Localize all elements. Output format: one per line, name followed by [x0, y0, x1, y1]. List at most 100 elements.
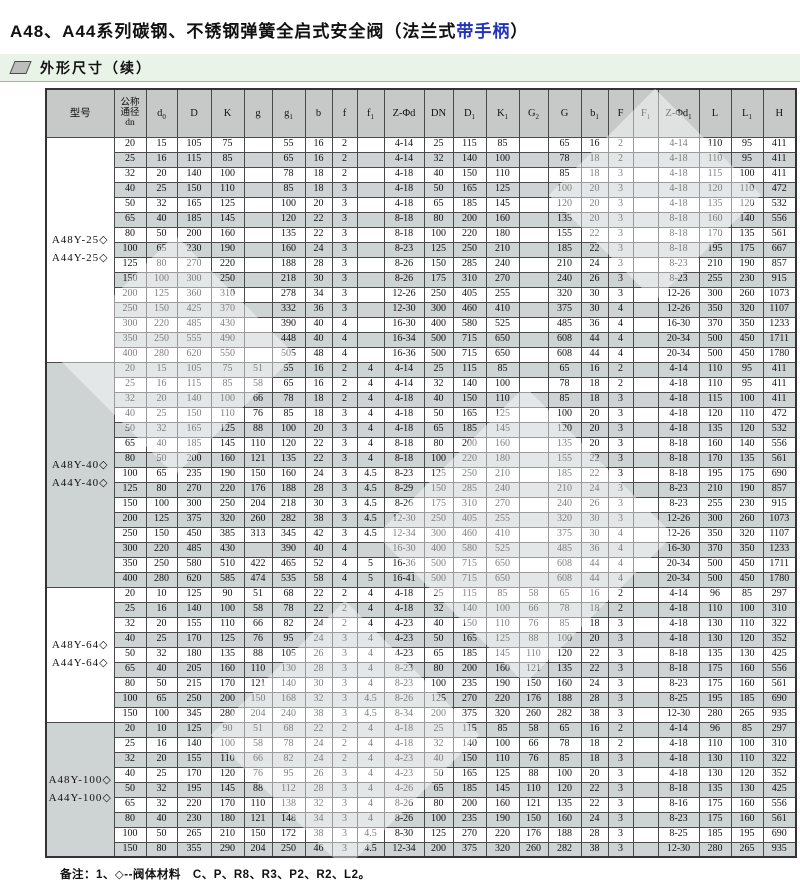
table-cell: 8-25: [657, 826, 700, 843]
column-header: H: [762, 88, 797, 138]
table-cell: 4: [331, 316, 358, 333]
table-cell: 4-26: [383, 781, 425, 798]
table-cell: 110: [210, 751, 245, 768]
table-cell: 20: [304, 196, 333, 213]
table-cell: 255: [485, 511, 520, 528]
table-cell: 170: [210, 796, 245, 813]
table-row: 250 150 425 370 332 36 3 12-30 300 460 410 375 30 4 12…: [46, 301, 797, 318]
table-cell: 4-18: [383, 586, 425, 603]
table-cell: 110: [730, 616, 764, 633]
table-cell: 85: [547, 616, 582, 633]
table-cell: [518, 526, 549, 543]
table-cell: 135: [547, 796, 582, 813]
table-row: 80 50 200 160 121 135 22 3 4 8-18 100 220 180 155 22 3 8…: [46, 451, 797, 468]
table-cell: 240: [271, 706, 306, 723]
table-cell: 135: [730, 226, 764, 243]
table-cell: 240: [485, 256, 520, 273]
table-cell: 22: [304, 211, 333, 228]
table-cell: 310: [762, 601, 797, 618]
table-cell: 65: [113, 661, 147, 678]
table-cell: 100: [210, 736, 245, 753]
table-cell: 2: [331, 601, 358, 618]
table-cell: 90: [210, 721, 245, 738]
table-cell: 25: [145, 406, 178, 423]
table-cell: 115: [452, 136, 487, 153]
column-header: F: [607, 88, 634, 138]
table-cell: 22: [580, 241, 609, 258]
table-cell: 448: [271, 331, 306, 348]
table-cell: 3: [331, 496, 358, 513]
table-cell: [356, 136, 385, 153]
table-cell: 85: [485, 721, 520, 738]
table-cell: 16: [580, 721, 609, 738]
table-cell: 18: [580, 601, 609, 618]
table-cell: 66: [518, 601, 549, 618]
table-row: 125 80 270 220 176 188 28 3 4.5 8-29 150 285 240 210 2…: [46, 481, 797, 498]
table-cell: 20: [580, 631, 609, 648]
table-cell: 58: [518, 586, 549, 603]
table-cell: 16: [580, 136, 609, 153]
table-cell: 130: [698, 751, 732, 768]
table-cell: 110: [485, 751, 520, 768]
table-cell: 175: [730, 466, 764, 483]
table-cell: 4-18: [657, 376, 700, 393]
table-cell: 310: [452, 496, 487, 513]
table-cell: 135: [547, 661, 582, 678]
table-cell: 125: [113, 481, 147, 498]
table-cell: 88: [243, 781, 273, 798]
table-cell: 690: [762, 466, 797, 483]
table-cell: 18: [580, 751, 609, 768]
table-cell: 115: [698, 391, 732, 408]
table-cell: [632, 556, 659, 573]
table-cell: 76: [518, 616, 549, 633]
table-cell: 1107: [762, 301, 797, 318]
table-cell: 500: [698, 331, 732, 348]
table-cell: 100: [113, 466, 147, 483]
table-cell: 3: [331, 466, 358, 483]
table-row: 65 40 185 145 110 120 22 3 4 8-18 80 200 160 135 20 3 8-…: [46, 436, 797, 453]
table-cell: [632, 346, 659, 363]
table-cell: 50: [145, 676, 178, 693]
table-cell: 650: [485, 331, 520, 348]
table-cell: 4.5: [356, 691, 385, 708]
table-cell: 1233: [762, 316, 797, 333]
table-cell: 8-29: [383, 481, 425, 498]
table-cell: [356, 226, 385, 243]
table-cell: 130: [698, 616, 732, 633]
table-cell: 110: [698, 376, 732, 393]
table-cell: 260: [243, 511, 273, 528]
table-cell: 40: [145, 661, 178, 678]
table-cell: 350: [113, 331, 147, 348]
table-cell: 170: [176, 631, 212, 648]
table-cell: 185: [452, 781, 487, 798]
table-cell: 185: [176, 436, 212, 453]
table-cell: 580: [176, 556, 212, 573]
table-cell: 250: [423, 286, 454, 303]
table-cell: 105: [271, 646, 306, 663]
table-cell: 100: [730, 166, 764, 183]
table-cell: 265: [730, 841, 764, 858]
table-cell: 55: [271, 136, 306, 153]
table-cell: 3: [331, 196, 358, 213]
page-title-highlight: 带手柄: [456, 22, 511, 42]
table-cell: 8-18: [657, 451, 700, 468]
table-cell: 85: [485, 136, 520, 153]
table-cell: 3: [607, 241, 634, 258]
table-cell: 22: [304, 226, 333, 243]
table-cell: 125: [176, 586, 212, 603]
table-cell: 125: [485, 181, 520, 198]
table-cell: 4: [356, 586, 385, 603]
table-cell: 100: [271, 421, 306, 438]
table-cell: 36: [580, 316, 609, 333]
table-cell: [632, 751, 659, 768]
table-cell: 110: [210, 181, 245, 198]
table-cell: 4-18: [657, 631, 700, 648]
table-cell: 121: [243, 451, 273, 468]
table-cell: [632, 331, 659, 348]
table-cell: 915: [762, 271, 797, 288]
table-cell: 88: [243, 421, 273, 438]
table-cell: 24: [304, 736, 333, 753]
table-cell: 297: [762, 586, 797, 603]
table-cell: 100: [113, 691, 147, 708]
table-cell: 3: [331, 301, 358, 318]
